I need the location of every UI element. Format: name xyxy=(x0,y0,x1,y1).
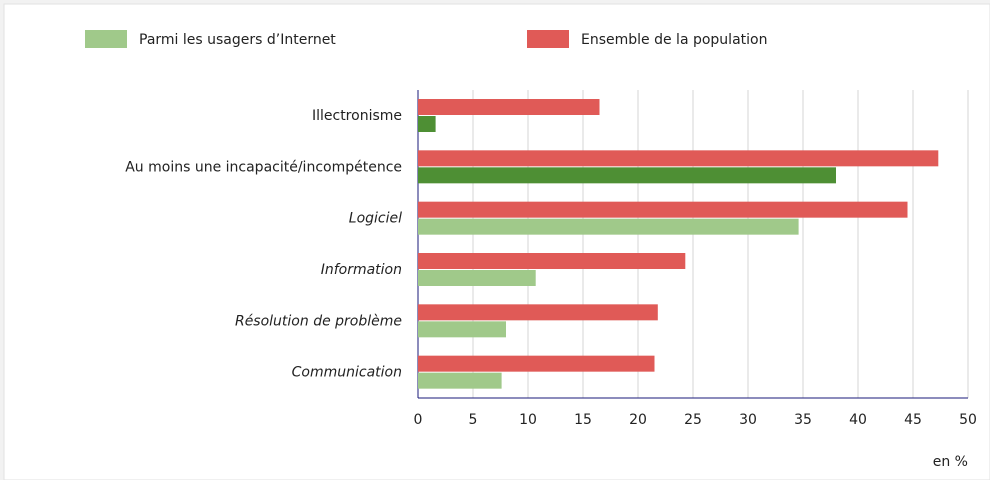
bar xyxy=(418,218,799,235)
x-tick-label: 25 xyxy=(684,412,702,428)
bar xyxy=(418,321,506,338)
y-tick-label: Communication xyxy=(292,365,402,381)
bar xyxy=(418,167,836,184)
legend-swatch xyxy=(527,30,569,48)
bar xyxy=(418,270,536,286)
x-tick-label: 15 xyxy=(574,412,592,428)
y-tick-label: Logiciel xyxy=(349,211,402,227)
x-tick-label: 50 xyxy=(959,412,977,428)
legend-label: Parmi les usagers d’Internet xyxy=(139,32,336,48)
bar xyxy=(418,99,600,115)
bar xyxy=(418,116,436,132)
bar xyxy=(418,201,908,218)
x-tick-label: 5 xyxy=(469,412,478,428)
bar xyxy=(418,355,655,372)
legend-swatch xyxy=(85,30,127,48)
bar xyxy=(418,150,939,167)
bar xyxy=(418,372,502,389)
y-tick-label: Information xyxy=(321,262,402,278)
x-tick-label: 30 xyxy=(739,412,757,428)
x-tick-label: 35 xyxy=(794,412,812,428)
x-tick-label: 0 xyxy=(414,412,423,428)
panel xyxy=(3,3,990,480)
x-tick-label: 20 xyxy=(629,412,647,428)
bar xyxy=(418,253,686,269)
legend-label: Ensemble de la population xyxy=(581,32,767,48)
x-axis-label: en % xyxy=(933,454,968,470)
bar xyxy=(418,304,658,321)
x-tick-label: 10 xyxy=(519,412,537,428)
x-tick-label: 45 xyxy=(904,412,922,428)
y-tick-label: Au moins une incapacité/incompétence xyxy=(125,159,402,175)
y-tick-label: Illectronisme xyxy=(312,108,402,124)
y-tick-label: Résolution de problème xyxy=(235,313,402,329)
x-tick-label: 40 xyxy=(849,412,867,428)
